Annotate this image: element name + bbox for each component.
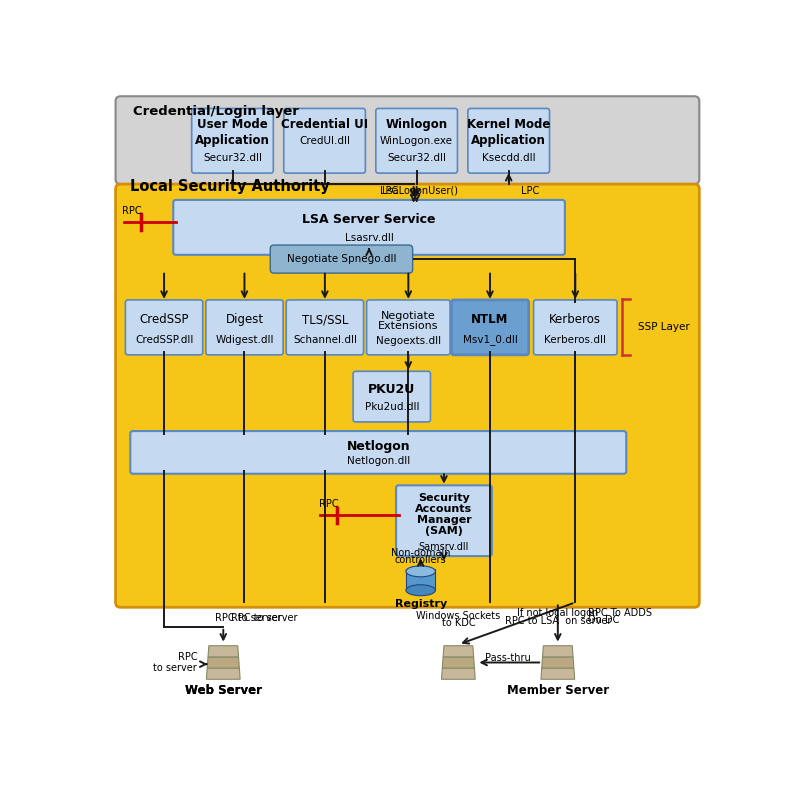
FancyBboxPatch shape	[206, 300, 284, 355]
Text: Negotiate: Negotiate	[381, 311, 436, 322]
FancyBboxPatch shape	[192, 109, 273, 173]
Text: CredSSP: CredSSP	[139, 314, 188, 326]
Polygon shape	[542, 657, 574, 668]
FancyBboxPatch shape	[173, 200, 565, 255]
Text: RPC to server: RPC to server	[215, 613, 281, 623]
FancyBboxPatch shape	[353, 371, 431, 422]
Polygon shape	[541, 668, 575, 680]
Text: Kernel Mode: Kernel Mode	[467, 117, 550, 131]
Text: Application: Application	[195, 135, 270, 147]
Polygon shape	[443, 645, 474, 657]
Text: RPC: RPC	[318, 500, 338, 509]
Text: RPC
to server: RPC to server	[154, 652, 197, 673]
Text: Security: Security	[418, 493, 470, 503]
Text: Credential/Login layer: Credential/Login layer	[133, 105, 299, 118]
Polygon shape	[207, 668, 240, 680]
Text: TLS/SSL: TLS/SSL	[302, 314, 348, 326]
Text: Kerberos.dll: Kerberos.dll	[544, 335, 607, 345]
Text: WinLogon.exe: WinLogon.exe	[380, 135, 453, 146]
Text: LSA Server Service: LSA Server Service	[303, 213, 436, 227]
Text: Kerberos: Kerberos	[550, 314, 601, 326]
Text: Negoexts.dll: Negoexts.dll	[375, 337, 441, 346]
Text: CredSSP.dll: CredSSP.dll	[135, 335, 193, 345]
Text: SSP Layer: SSP Layer	[638, 322, 690, 333]
FancyBboxPatch shape	[284, 109, 365, 173]
Text: Secur32.dll: Secur32.dll	[203, 153, 262, 162]
FancyBboxPatch shape	[396, 485, 492, 556]
Text: (SAM): (SAM)	[425, 526, 463, 536]
Text: Negotiate Spnego.dll: Negotiate Spnego.dll	[287, 254, 396, 264]
Text: Registry: Registry	[394, 599, 447, 608]
FancyBboxPatch shape	[116, 97, 699, 184]
Text: Winlogon: Winlogon	[386, 117, 447, 131]
Text: Web Server: Web Server	[185, 683, 262, 697]
FancyBboxPatch shape	[131, 431, 626, 474]
Text: Application: Application	[471, 135, 546, 147]
Text: Pku2ud.dll: Pku2ud.dll	[364, 402, 419, 412]
Polygon shape	[442, 657, 474, 668]
Text: If not local logon: If not local logon	[517, 608, 599, 619]
Polygon shape	[543, 645, 573, 657]
Text: RPC To ADDS: RPC To ADDS	[588, 608, 652, 619]
FancyBboxPatch shape	[116, 184, 699, 607]
Text: PKU2U: PKU2U	[368, 383, 416, 396]
Text: LPC: LPC	[521, 186, 539, 196]
Text: controllers: controllers	[395, 554, 447, 565]
Text: to KDC: to KDC	[442, 618, 475, 627]
Text: LPC: LPC	[380, 186, 398, 196]
Text: Non-domain: Non-domain	[391, 548, 451, 558]
Text: Windows Sockets: Windows Sockets	[417, 611, 501, 621]
Text: RPC: RPC	[122, 207, 142, 216]
Text: Schannel.dll: Schannel.dll	[293, 335, 357, 345]
Ellipse shape	[406, 565, 436, 577]
Text: Web Server: Web Server	[185, 683, 262, 697]
Text: Ksecdd.dll: Ksecdd.dll	[482, 153, 535, 162]
Text: Pass-thru: Pass-thru	[485, 653, 531, 663]
Text: RPC to LSA  on server: RPC to LSA on server	[505, 615, 611, 626]
Text: User Mode: User Mode	[197, 117, 268, 131]
FancyBboxPatch shape	[270, 245, 413, 273]
Text: LsaLogonUser(): LsaLogonUser()	[382, 186, 458, 196]
Text: Extensions: Extensions	[378, 322, 439, 331]
Text: Netlogon: Netlogon	[346, 440, 410, 453]
FancyBboxPatch shape	[367, 300, 450, 355]
Text: RPC to server: RPC to server	[231, 613, 298, 623]
Text: Lsasrv.dll: Lsasrv.dll	[345, 234, 394, 243]
Text: Msv1_0.dll: Msv1_0.dll	[463, 334, 517, 345]
FancyBboxPatch shape	[376, 109, 458, 173]
FancyBboxPatch shape	[125, 300, 203, 355]
FancyBboxPatch shape	[534, 300, 617, 355]
FancyBboxPatch shape	[451, 300, 529, 355]
Text: Credential UI: Credential UI	[281, 117, 368, 131]
Text: CredUI.dll: CredUI.dll	[299, 135, 350, 146]
FancyBboxPatch shape	[468, 109, 550, 173]
Text: Wdigest.dll: Wdigest.dll	[215, 335, 274, 345]
Text: Digest: Digest	[226, 314, 264, 326]
Text: Local Security Authority: Local Security Authority	[130, 179, 329, 194]
Polygon shape	[441, 668, 475, 680]
Bar	[406, 569, 436, 590]
Polygon shape	[208, 645, 238, 657]
Polygon shape	[208, 657, 239, 668]
Text: Manager: Manager	[417, 515, 471, 525]
Text: Netlogon.dll: Netlogon.dll	[347, 455, 410, 466]
Text: NTLM: NTLM	[471, 314, 508, 326]
Text: Secur32.dll: Secur32.dll	[387, 153, 446, 162]
Text: Accounts: Accounts	[415, 504, 473, 514]
Text: Member Server: Member Server	[507, 683, 609, 697]
Ellipse shape	[406, 584, 436, 596]
Text: Samsrv.dll: Samsrv.dll	[419, 542, 469, 552]
FancyBboxPatch shape	[286, 300, 364, 355]
Text: On DC: On DC	[588, 615, 619, 625]
